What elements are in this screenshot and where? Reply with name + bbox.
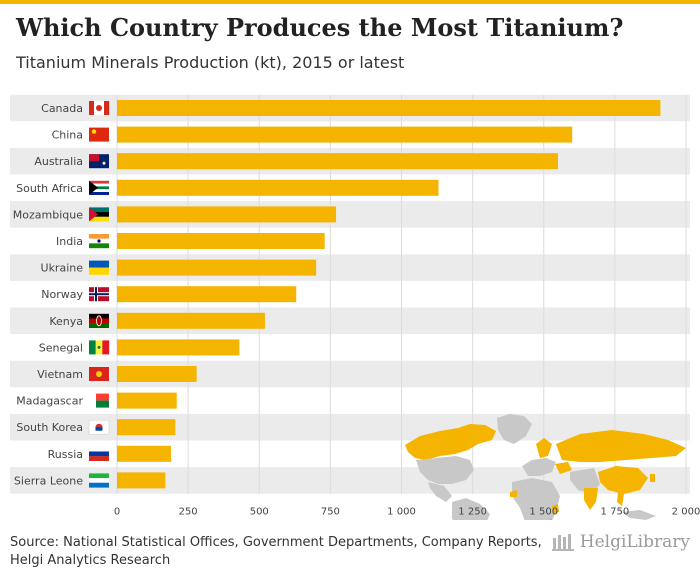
bar bbox=[117, 233, 325, 249]
country-flags bbox=[88, 101, 110, 488]
bar bbox=[117, 472, 166, 489]
map-europe bbox=[522, 458, 556, 476]
map-africa bbox=[512, 478, 560, 520]
map-canada bbox=[405, 424, 496, 460]
map-greenland bbox=[497, 414, 532, 444]
x-tick-label: 1 250 bbox=[458, 507, 487, 518]
bar bbox=[117, 259, 317, 276]
map-vietnam bbox=[617, 492, 624, 506]
x-tick-label: 1 000 bbox=[387, 507, 416, 518]
category-label: South Korea bbox=[16, 421, 83, 434]
row-band bbox=[10, 360, 690, 388]
bars bbox=[117, 100, 661, 489]
map-china bbox=[598, 466, 648, 494]
category-label: Madagascar bbox=[16, 395, 83, 408]
map-mexico bbox=[428, 482, 452, 502]
x-tick-label: 750 bbox=[321, 507, 340, 518]
category-label: Ukraine bbox=[41, 262, 84, 275]
category-label: Vietnam bbox=[37, 368, 83, 381]
map-scandinavia bbox=[536, 438, 552, 458]
x-tick-label: 0 bbox=[114, 507, 120, 518]
source-line-1: Source: National Statistical Offices, Go… bbox=[10, 535, 542, 550]
russia-flag bbox=[89, 446, 109, 461]
bar bbox=[117, 445, 172, 462]
map-mozambique bbox=[549, 518, 553, 520]
x-tick-label: 1 750 bbox=[601, 507, 630, 518]
bar bbox=[117, 419, 176, 436]
canada-flag bbox=[89, 101, 110, 115]
category-label: Norway bbox=[41, 288, 83, 301]
map-usa bbox=[416, 456, 474, 484]
map-korea bbox=[650, 474, 655, 482]
category-label: Canada bbox=[41, 102, 83, 115]
bar bbox=[117, 366, 197, 382]
world-map bbox=[405, 414, 686, 520]
ukraine-flag bbox=[89, 260, 109, 275]
china-flag bbox=[89, 127, 109, 142]
category-label: Kenya bbox=[49, 315, 83, 328]
bar-chart: Canada China Australia South Africa Mozambiq… bbox=[10, 94, 700, 520]
sierra-leone-flag bbox=[89, 473, 109, 488]
category-labels: Canada China Australia South Africa Mozambiq… bbox=[13, 102, 84, 487]
bar bbox=[117, 206, 337, 223]
row-band bbox=[10, 254, 690, 281]
bar bbox=[117, 392, 177, 409]
x-tick-label: 2 000 bbox=[672, 507, 700, 518]
south-africa-flag bbox=[89, 180, 109, 195]
bar bbox=[117, 286, 297, 303]
map-asia-other bbox=[570, 468, 600, 494]
library-columns-icon bbox=[551, 534, 574, 551]
top-accent-bar bbox=[0, 0, 700, 4]
senegal-flag bbox=[89, 340, 110, 355]
chart-title: Which Country Produces the Most Titanium… bbox=[16, 13, 624, 42]
australia-flag bbox=[89, 154, 109, 169]
mozambique-flag bbox=[89, 207, 109, 222]
map-india bbox=[584, 488, 598, 510]
row-band bbox=[10, 307, 690, 335]
helgi-library-logo: HelgiLibrary bbox=[551, 532, 690, 552]
map-kenya bbox=[552, 504, 559, 514]
source-line-2: Helgi Analytics Research bbox=[10, 553, 171, 568]
source-note: Source: National Statistical Offices, Go… bbox=[10, 534, 550, 570]
category-label: South Africa bbox=[16, 182, 83, 195]
map-ukraine bbox=[555, 462, 572, 474]
category-label: India bbox=[56, 235, 83, 248]
x-tick-label: 250 bbox=[179, 507, 198, 518]
south-korea-flag bbox=[88, 419, 110, 435]
category-label: China bbox=[52, 129, 83, 142]
logo-text: HelgiLibrary bbox=[579, 532, 690, 552]
bar bbox=[117, 153, 558, 170]
india-flag bbox=[89, 234, 109, 249]
bar bbox=[117, 312, 265, 329]
map-russia bbox=[556, 430, 686, 462]
category-label: Mozambique bbox=[13, 208, 83, 221]
map-indonesia bbox=[622, 510, 656, 520]
x-axis-ticks: 0 250 500 750 1 000 1 250 1 500 1 750 2 000 bbox=[114, 507, 700, 518]
bar bbox=[117, 126, 573, 143]
x-tick-label: 500 bbox=[250, 507, 269, 518]
kenya-flag bbox=[89, 313, 109, 328]
chart-subtitle: Titanium Minerals Production (kt), 2015 … bbox=[16, 53, 405, 72]
bar bbox=[117, 339, 240, 356]
row-band bbox=[10, 201, 690, 228]
norway-flag bbox=[89, 287, 109, 302]
category-label: Russia bbox=[48, 448, 83, 461]
map-south-america bbox=[452, 498, 490, 520]
vietnam-flag bbox=[89, 367, 109, 381]
category-label: Sierra Leone bbox=[14, 474, 83, 487]
map-senegal bbox=[510, 490, 517, 497]
x-tick-label: 1 500 bbox=[529, 507, 558, 518]
madagascar-flag bbox=[89, 393, 109, 408]
bar bbox=[117, 100, 661, 116]
category-label: Senegal bbox=[39, 341, 83, 354]
bar bbox=[117, 179, 439, 196]
category-label: Australia bbox=[34, 155, 83, 168]
